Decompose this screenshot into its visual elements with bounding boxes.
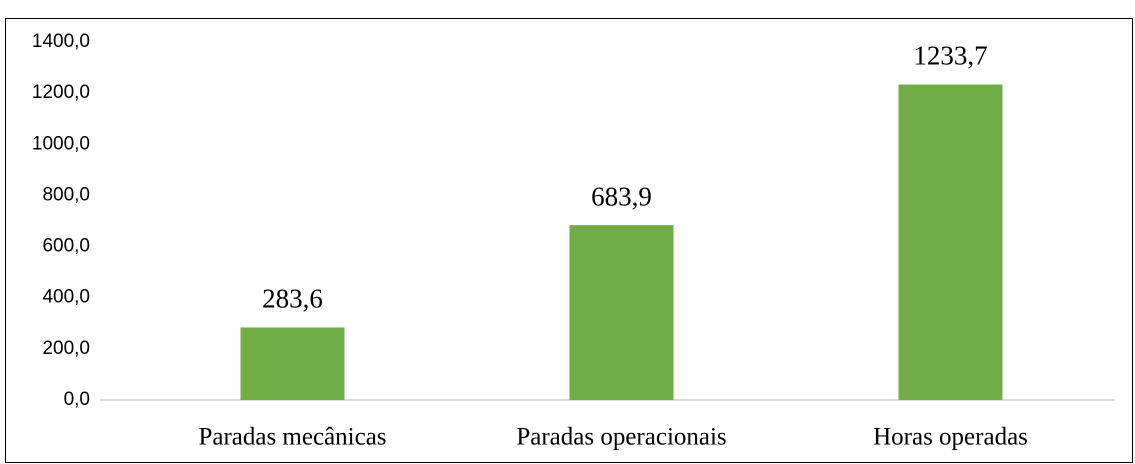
y-tick-label: 800,0 [42, 184, 90, 205]
y-tick-label: 400,0 [42, 287, 90, 308]
y-tick-label: 200,0 [42, 338, 90, 359]
x-tick-label: Paradas mecânicas [198, 424, 386, 451]
bar [240, 327, 345, 400]
data-label: 283,6 [262, 284, 323, 314]
y-tick-label: 1000,0 [32, 133, 90, 154]
y-tick-label: 1200,0 [32, 82, 90, 103]
y-tick-label: 1400,0 [32, 31, 90, 52]
data-label: 1233,7 [913, 41, 987, 71]
y-tick-label: 600,0 [42, 236, 90, 257]
bar [898, 84, 1003, 401]
x-tick-label: Paradas operacionais [516, 424, 726, 451]
data-label: 683,9 [591, 181, 652, 211]
x-tick-label: Horas operadas [873, 424, 1028, 451]
bar [569, 225, 674, 400]
y-tick-label: 0,0 [64, 389, 90, 410]
